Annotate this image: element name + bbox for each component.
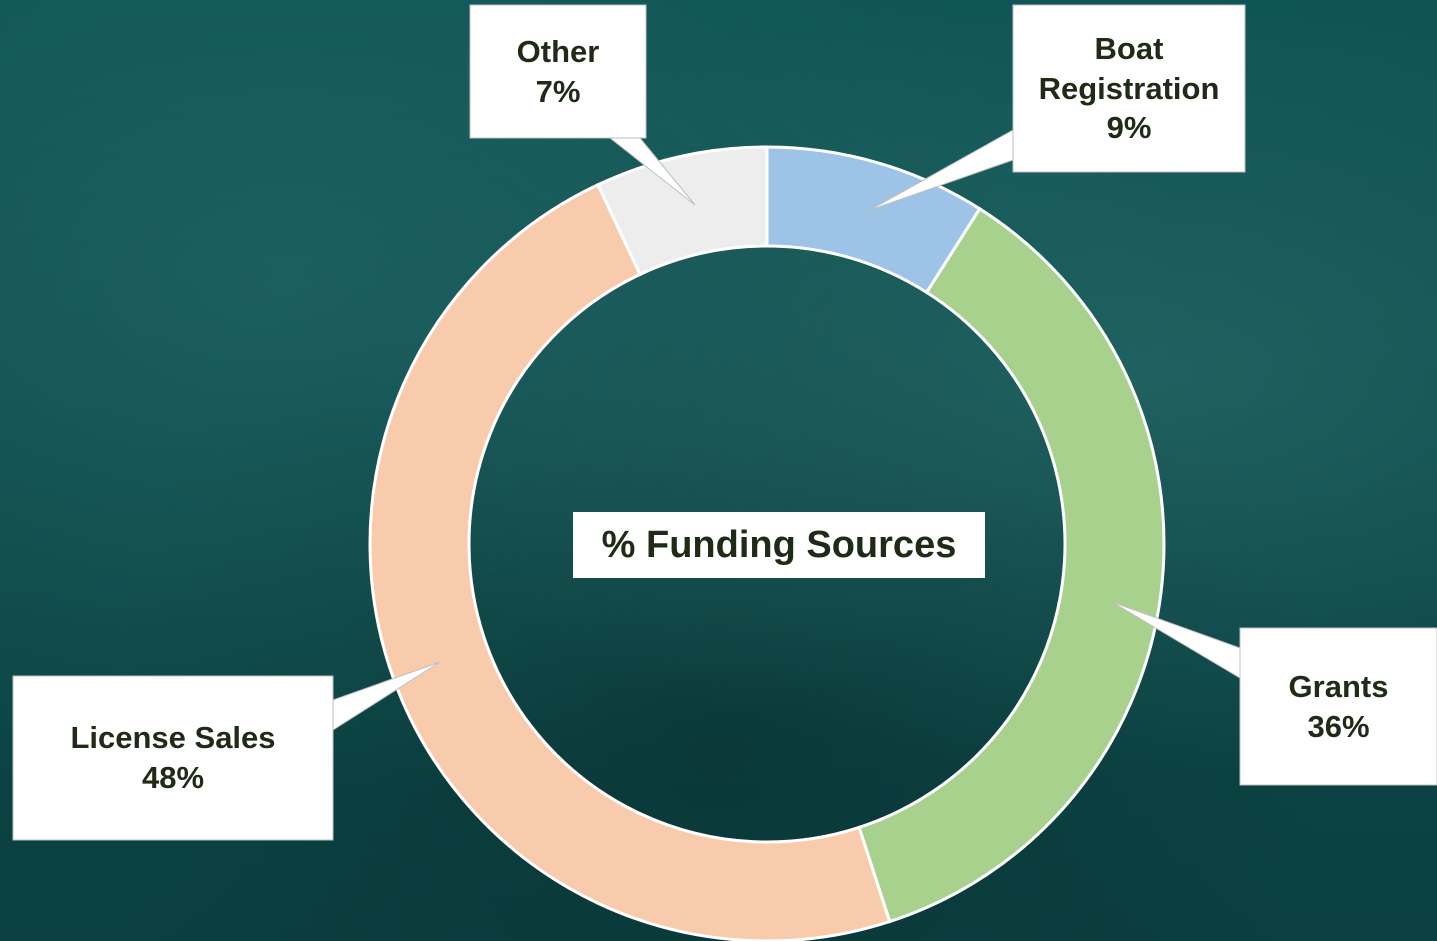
callout-box: [1012, 4, 1246, 173]
chart-title: % Funding Sources: [573, 512, 985, 578]
callout-box: [1239, 627, 1437, 786]
callout-box: [469, 4, 647, 139]
category-label: Boat Registration: [1038, 30, 1220, 106]
value-label: 36%: [1307, 708, 1370, 744]
donut-segment: [368, 182, 892, 941]
value-label: 7%: [535, 73, 581, 109]
data-label: Other 7%: [470, 5, 646, 138]
value-label: 48%: [141, 760, 205, 795]
callout-box: [12, 675, 334, 841]
value-label: 9%: [1106, 110, 1152, 146]
data-label: License Sales 48%: [13, 676, 333, 840]
data-label: Boat Registration 9%: [1013, 5, 1245, 172]
data-label: Grants 36%: [1240, 628, 1437, 785]
category-label: Grants: [1288, 668, 1389, 704]
category-label: Other: [516, 33, 600, 69]
category-label: License Sales: [70, 720, 276, 756]
donut-segment: [857, 206, 1166, 924]
